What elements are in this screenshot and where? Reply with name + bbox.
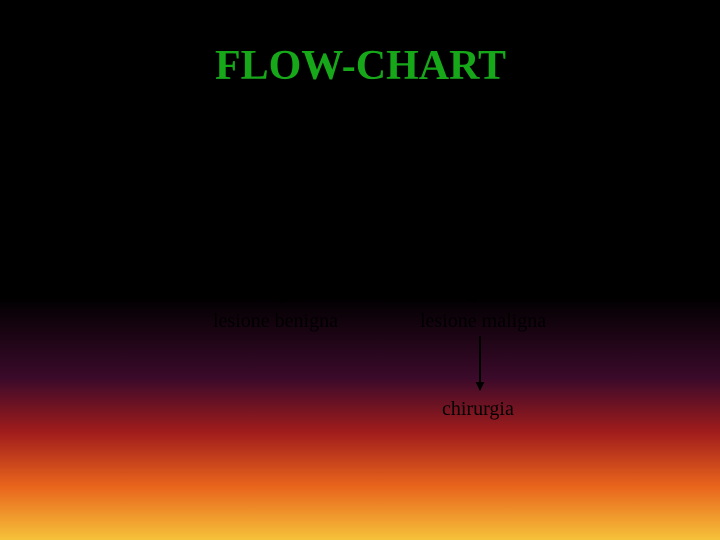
flow-node-lesione-maligna: lesione maligna	[420, 310, 546, 333]
slide-canvas: FLOW-CHART Mammografia (o ultrasonografi…	[0, 0, 720, 540]
flow-node-biopsia: Biopsia su ago sottile o mammotome	[200, 222, 497, 245]
slide-title: FLOW-CHART	[215, 42, 506, 90]
flow-node-chirurgia: chirurgia	[442, 398, 514, 421]
flow-node-mammografia: Mammografia (o ultrasonografia)	[260, 140, 529, 163]
flow-edge-biopsia-to-maligna	[405, 248, 476, 302]
flow-edge-biopsia-to-benigna	[280, 248, 355, 302]
flow-node-lesione-benigna: lesione benigna	[213, 310, 338, 333]
